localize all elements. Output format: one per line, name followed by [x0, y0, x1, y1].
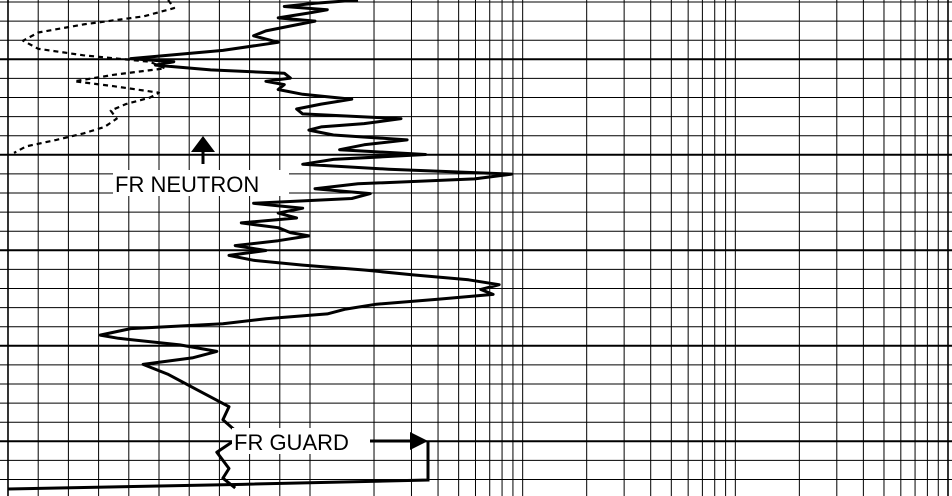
annotations: FR NEUTRON FR GUARD	[113, 136, 428, 455]
guard-trace	[98, 0, 513, 490]
neutron-arrow-head	[191, 136, 215, 152]
guard-trace-tail	[7, 441, 430, 491]
log-traces	[7, 0, 513, 491]
neutron-label: FR NEUTRON	[115, 172, 259, 197]
guard-label-bg	[232, 428, 370, 454]
neutron-label-bg	[113, 170, 289, 196]
guard-arrow-head	[410, 432, 428, 450]
guard-label: FR GUARD	[234, 430, 349, 455]
